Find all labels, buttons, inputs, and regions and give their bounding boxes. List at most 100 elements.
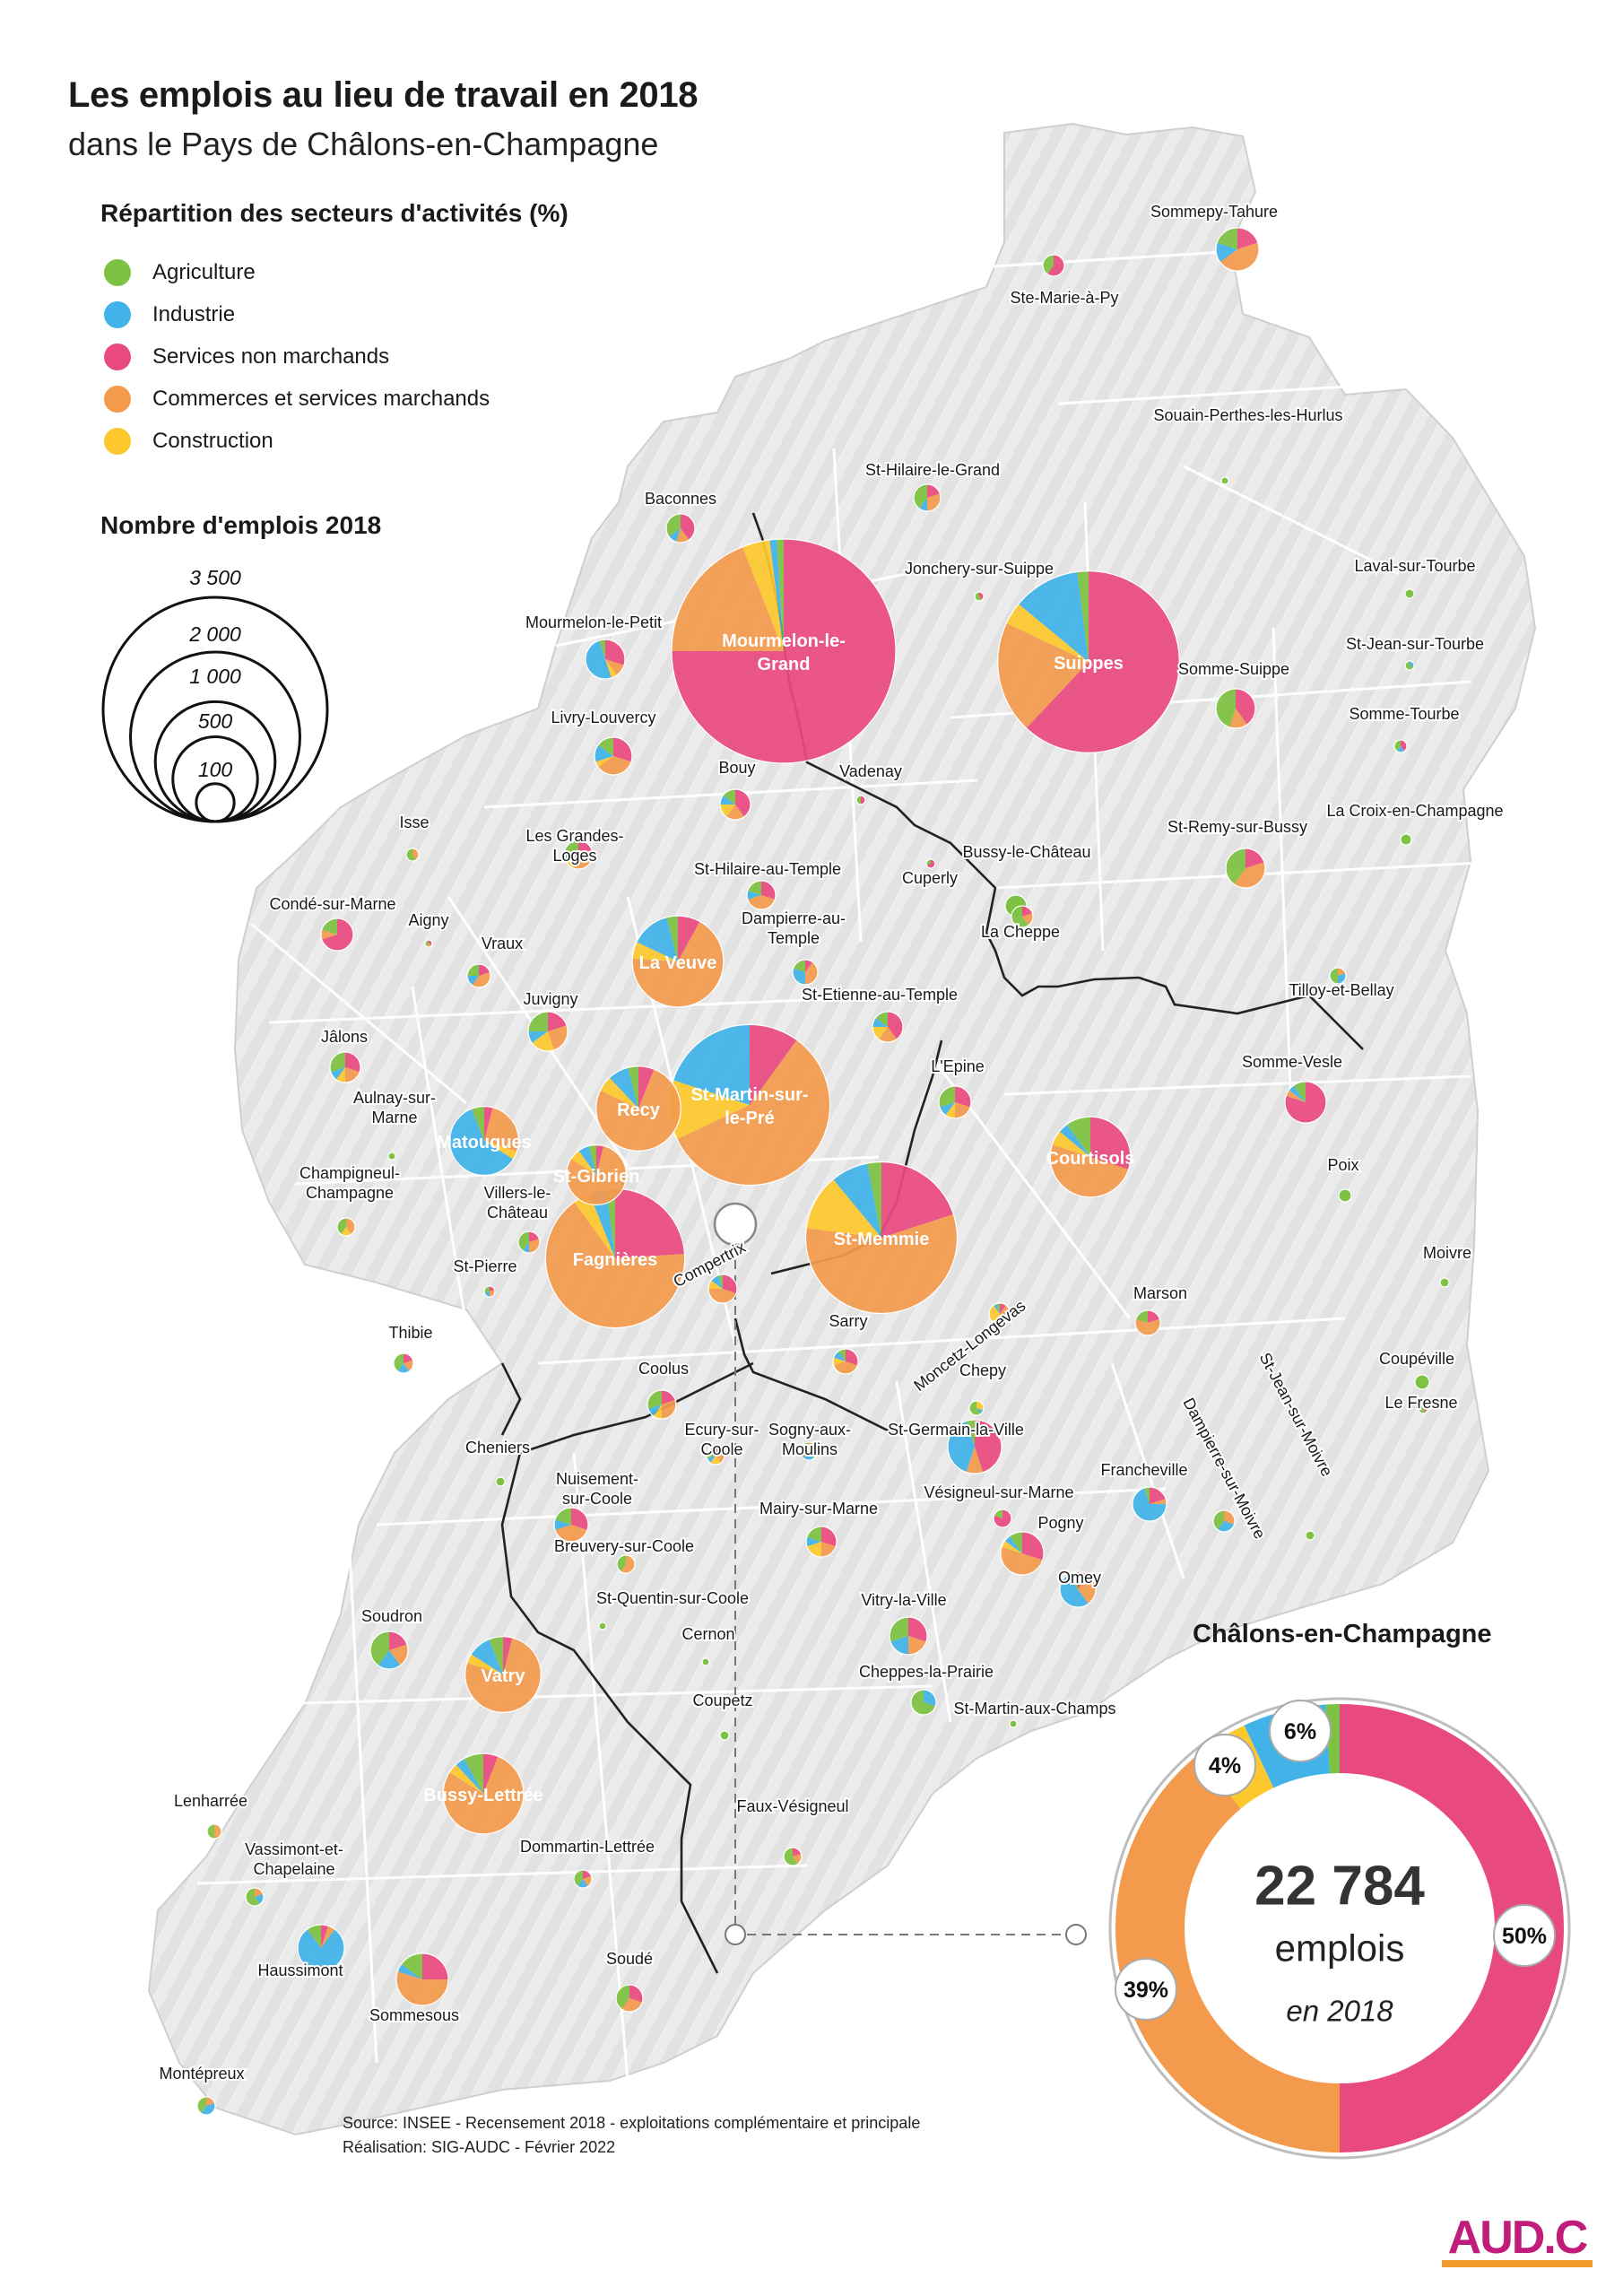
pie-bussy-lettr-e (442, 1752, 525, 1835)
svg-text:AUD.C: AUD.C (1448, 2212, 1588, 2264)
pie-sommesous (395, 1952, 449, 2006)
pie-cuperly (925, 858, 936, 869)
commune-label: Lenharrée (174, 1792, 247, 1810)
donut-center-text: en 2018 (1286, 1995, 1393, 2028)
pie-slice-construction (466, 1654, 503, 1674)
pie-slice-services_non_marchands (662, 1390, 676, 1405)
pie-st-quentin-sur-coole (598, 1622, 607, 1631)
pie-slice-agriculture (702, 1658, 709, 1665)
pie-thibie (393, 1352, 414, 1374)
commune-label: Mairy-sur-Marne (759, 1500, 878, 1518)
commune-label-major: le-Pré (725, 1109, 775, 1128)
pie-slice-services_non_marchands (908, 1617, 927, 1642)
pie-slice-services_non_marchands (638, 1065, 655, 1109)
commune-label: Omey (1058, 1569, 1101, 1587)
pie-courtisols (1049, 1116, 1132, 1198)
pie-soud- (615, 1984, 644, 2013)
pie-slice-commerces_services (1050, 1144, 1129, 1197)
pie-slice-services_non_marchands (888, 1012, 903, 1039)
pie-slice-industrie (484, 1292, 490, 1297)
pie-slice-agriculture (616, 1985, 629, 2010)
commune-label: Ecury-sur- (684, 1421, 759, 1439)
pie-slice-construction (833, 1357, 846, 1366)
pie-slice-agriculture (1009, 1532, 1022, 1553)
pie-slice-commerces_services (404, 1360, 414, 1371)
commune-label: Livry-Louvercy (551, 709, 655, 726)
pie-isse (405, 848, 420, 862)
size-legend-value: 2 000 (188, 622, 241, 646)
pie-slice-agriculture (1330, 968, 1338, 984)
pie-slice-commerces_services (598, 756, 631, 776)
commune-label: Nuisement- (556, 1470, 638, 1488)
pie-slice-commerces_services (879, 1027, 897, 1042)
pie-slice-commerces_services (1219, 242, 1259, 271)
pie-slice-services_non_marchands (678, 916, 700, 961)
legend-item-construction: Construction (104, 425, 273, 457)
pie-slice-agriculture (1011, 906, 1029, 927)
pie-slice-services_non_marchands (321, 1925, 329, 1948)
legend-label: Industrie (152, 302, 236, 326)
pie-slice-industrie (456, 1758, 483, 1794)
pie-dampierre-au-temple (792, 959, 819, 986)
pie-slice-agriculture (926, 859, 931, 865)
pie-vitry-la-ville (889, 1616, 928, 1656)
pie-slice-agriculture (245, 1888, 260, 1906)
commune-label: St-Martin-aux-Champs (953, 1700, 1115, 1718)
pie-slice-industrie (803, 1451, 814, 1460)
pie-slice-commerces_services (574, 850, 594, 870)
legend-item-agriculture: Agriculture (104, 257, 256, 289)
pie-soudron (369, 1631, 409, 1670)
pie-slice-industrie (806, 1536, 821, 1547)
pie-slice-industrie (673, 1024, 750, 1105)
pie-coupetz (719, 1730, 730, 1741)
pie-slice-agriculture (554, 1508, 571, 1525)
pie-slice-construction (945, 1102, 955, 1118)
pie-mont-preux (196, 2096, 216, 2116)
pie-slice-services_non_marchands (1022, 906, 1033, 917)
pie-slice-industrie (522, 1242, 529, 1253)
pie-slice-agriculture (723, 789, 735, 804)
legend-item-industrie: Industrie (104, 299, 235, 331)
commune-label: Aigny (408, 911, 448, 929)
pie-aulnay-sur-marne (387, 1152, 396, 1161)
pie-slice-commerces_services (545, 1202, 685, 1328)
pie-slice-industrie (746, 891, 761, 900)
pie-slice-agriculture (1135, 1310, 1148, 1323)
pie-slice-services_non_marchands (503, 1636, 513, 1674)
pie-slice-services_non_marchands (345, 1052, 361, 1073)
pie-mourmelon-le-grand (671, 538, 897, 764)
pie-slice-agriculture (1401, 834, 1411, 845)
commune-label: Moulins (782, 1440, 838, 1458)
pie-vadenay (855, 795, 866, 805)
donut-percent-industrie: 6% (1284, 1719, 1316, 1744)
pie-slice-agriculture (747, 881, 761, 895)
pie-somme-vesle (1284, 1081, 1327, 1124)
pie-dommartin-lettr-e (573, 1869, 593, 1889)
pie-nuisement-sur-coole (553, 1507, 589, 1543)
pie-slice-agriculture (464, 1753, 483, 1794)
pie-slice-industrie (872, 1018, 888, 1027)
commune-label: Faux-Vésigneul (736, 1797, 848, 1815)
pie-slice-agriculture (1225, 848, 1245, 884)
pie-sommepy-tahure (1215, 227, 1260, 272)
chalons-location-marker (713, 1202, 758, 1247)
pie-ecury-sur-coole (706, 1446, 725, 1465)
commune-label: Soudé (606, 1950, 653, 1968)
pie-slice-agriculture (598, 737, 613, 756)
pie-slice-services_non_marchands (846, 1349, 859, 1366)
pie-slice-services_non_marchands (1046, 255, 1064, 276)
pie-st-gibrien (565, 1144, 628, 1206)
commune-label: Somme-Suippe (1178, 660, 1289, 678)
commune-label-major: St-Gibrien (553, 1167, 640, 1187)
pie-slice-industrie (792, 968, 805, 985)
pie-slice-services_non_marchands (805, 960, 813, 972)
pie-slice-agriculture (471, 1106, 484, 1141)
commune-label: St-Jean-sur-Tourbe (1346, 635, 1484, 653)
commune-label: Tilloy-et-Bellay (1289, 981, 1393, 999)
pie-slice-agriculture (1066, 1117, 1090, 1157)
pie-slice-services_non_marchands (490, 1286, 495, 1292)
donut-percent-construction: 4% (1209, 1753, 1241, 1779)
legend-swatch-construction (104, 428, 131, 455)
pie-slice-industrie (397, 1963, 422, 1979)
pie-slice-agriculture (996, 1303, 1000, 1314)
